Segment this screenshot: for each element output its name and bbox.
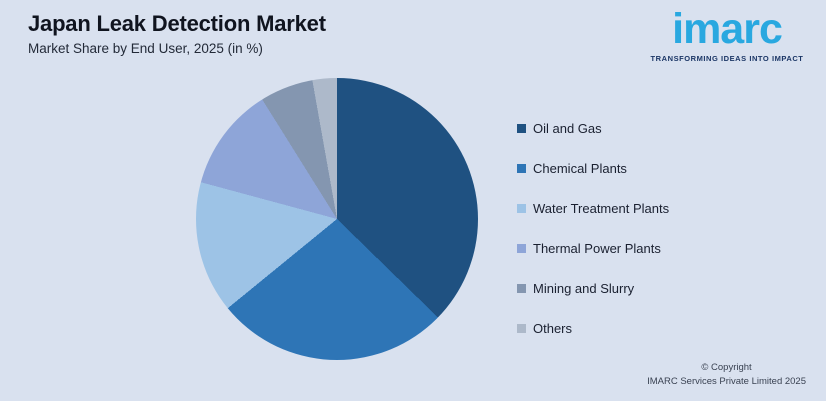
legend-swatch <box>517 323 526 333</box>
copyright-line2: IMARC Services Private Limited 2025 <box>647 376 806 388</box>
legend-label: Thermal Power Plants <box>533 240 661 256</box>
legend-item-chemical-plants: Chemical Plants <box>517 148 669 188</box>
legend-label: Oil and Gas <box>533 120 602 136</box>
page-title: Japan Leak Detection Market <box>28 11 326 36</box>
legend-item-water-treatment-plants: Water Treatment Plants <box>517 188 669 228</box>
imarc-logo-tagline: TRANSFORMING IDEAS INTO IMPACT <box>650 54 804 64</box>
copyright-line1: © Copyright <box>701 362 752 374</box>
legend-swatch <box>517 243 526 253</box>
legend-swatch <box>517 203 526 213</box>
copyright-notice: © Copyright IMARC Services Private Limit… <box>647 361 806 389</box>
legend-label: Chemical Plants <box>533 160 627 176</box>
legend-label: Water Treatment Plants <box>533 200 670 216</box>
legend-swatch <box>517 283 526 293</box>
legend-item-others: Others <box>517 308 669 348</box>
imarc-logo: imarc TRANSFORMING IDEAS INTO IMPACT <box>641 5 813 64</box>
legend: Oil and Gas Chemical Plants Water Treatm… <box>517 108 669 348</box>
pie-chart <box>196 78 478 360</box>
legend-swatch <box>517 163 526 173</box>
imarc-logo-wordmark: imarc <box>672 5 783 53</box>
legend-item-thermal-power-plants: Thermal Power Plants <box>517 228 669 268</box>
legend-item-oil-and-gas: Oil and Gas <box>517 108 669 148</box>
legend-label: Mining and Slurry <box>533 280 635 296</box>
legend-swatch <box>517 123 526 133</box>
legend-item-mining-and-slurry: Mining and Slurry <box>517 268 669 308</box>
page-subtitle: Market Share by End User, 2025 (in %) <box>28 41 263 56</box>
legend-label: Others <box>533 320 573 336</box>
